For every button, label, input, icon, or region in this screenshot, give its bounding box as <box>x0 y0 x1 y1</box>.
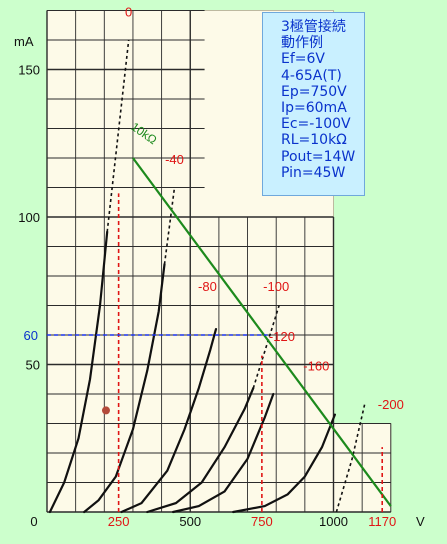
info-line-8: RL=10kΩ <box>281 132 347 149</box>
info-line-6: Ip=60mA <box>281 100 347 117</box>
operating-point-dot <box>101 406 110 415</box>
y-tick-label: 50 <box>26 358 40 373</box>
curve-extension-minus-200 <box>335 402 366 513</box>
grid-voltage-label: 0 <box>125 4 132 19</box>
grid-voltage-label: -160 <box>303 358 329 373</box>
plate-curve-minus-80 <box>120 328 218 514</box>
x-tick-label: 1000 <box>319 514 348 529</box>
y-tick-label: 150 <box>18 63 40 78</box>
x-tick-label: 0 <box>30 514 37 529</box>
x-mark-label: 750 <box>251 514 273 529</box>
info-line-3: Ef=6V <box>281 51 325 68</box>
y-tick-label: 100 <box>18 210 40 225</box>
x-axis-unit-label: V <box>416 514 425 529</box>
curve-extension-minus-40 <box>163 187 176 265</box>
plate-curve-minus-100 <box>146 387 255 514</box>
grid-voltage-label: -40 <box>165 152 184 167</box>
y-axis-unit-label: mA <box>14 34 34 49</box>
grid-voltage-label: -120 <box>269 329 295 344</box>
plate-curve-0 <box>48 230 109 514</box>
y-mark-label: 60 <box>24 328 38 343</box>
info-line-10: Pin=45W <box>281 164 346 181</box>
marker-lines <box>47 193 384 512</box>
grid-voltage-label: -100 <box>263 279 289 294</box>
plate-curve-minus-160 <box>232 413 336 514</box>
x-mark-label: 1170 <box>368 514 396 529</box>
plate-curve-minus-120 <box>172 392 275 514</box>
plate-curves <box>48 39 392 514</box>
plate-curve-minus-40 <box>83 263 166 514</box>
info-line-5: Ep=750V <box>281 83 347 100</box>
info-line-7: Ec=-100V <box>281 116 351 133</box>
grid-voltage-label: -80 <box>198 279 217 294</box>
curve-extension-0 <box>106 39 130 232</box>
info-line-2: 動作例 <box>281 35 323 52</box>
info-line-4: 4-65A(T) <box>281 67 342 84</box>
x-tick-label: 500 <box>179 514 201 529</box>
info-line-1: 3極管接続 <box>281 19 346 35</box>
operating-conditions-box: 3極管接続 動作例 Ef=6V 4-65A(T) Ep=750V Ip=60mA… <box>262 12 365 196</box>
load-line <box>132 157 392 507</box>
curve-extension-minus-100 <box>252 305 280 389</box>
info-line-9: Pout=14W <box>281 148 356 165</box>
x-mark-label: 250 <box>108 514 130 529</box>
grid-voltage-label: -200 <box>378 397 404 412</box>
